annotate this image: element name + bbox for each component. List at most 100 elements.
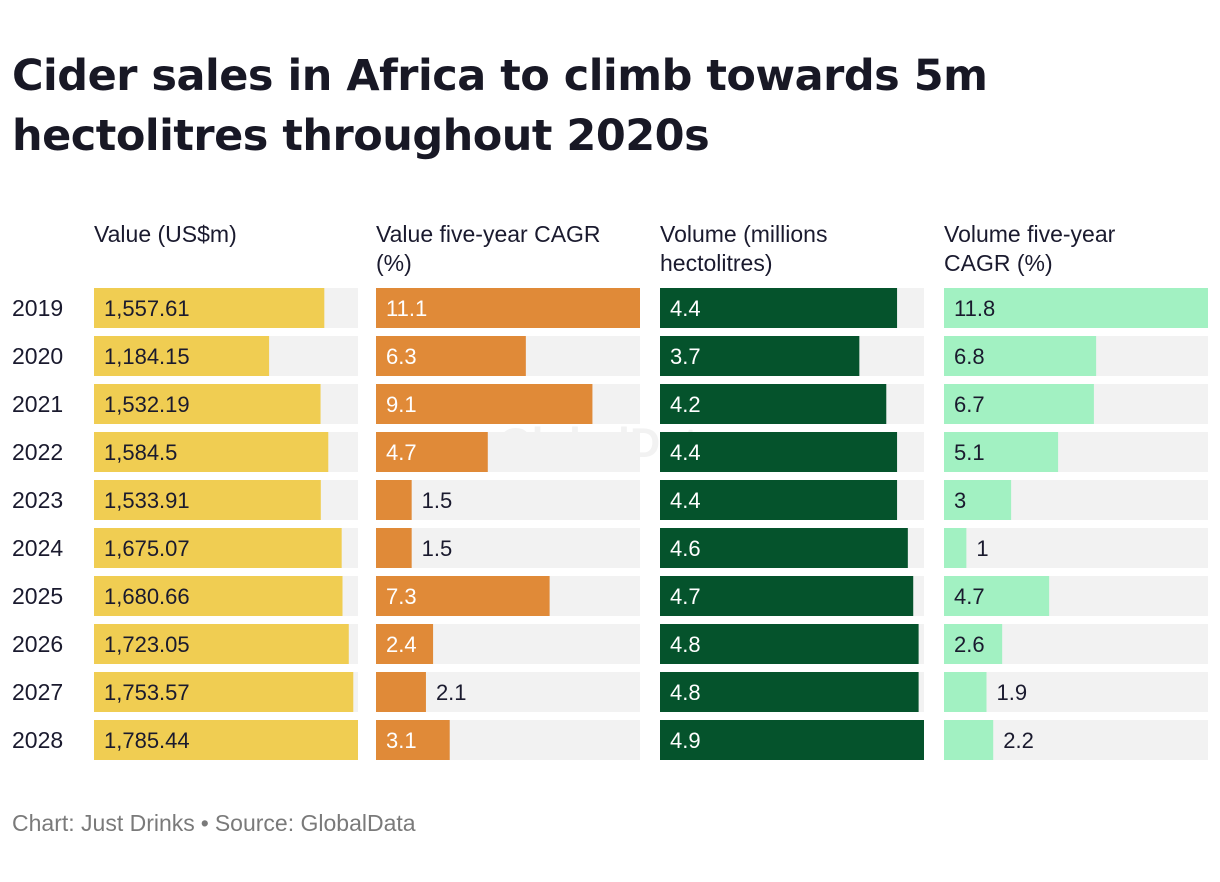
data-label: 1,753.57 [104,680,190,705]
bar [94,720,358,760]
data-label: 6.3 [386,344,417,369]
column-header: hectolitres) [660,250,772,276]
data-label: 4.7 [386,440,417,465]
source-credit: Source: GlobalData [214,810,416,836]
data-label: 1,723.05 [104,632,190,657]
column-header: CAGR (%) [944,250,1053,276]
column-header: Volume five-year [944,221,1116,247]
year-label: 2022 [12,439,63,465]
year-label: 2020 [12,343,63,369]
bar [660,480,898,520]
bar [376,672,426,712]
bar [376,384,593,424]
data-label: 1,675.07 [104,536,190,561]
bar [660,432,898,472]
bar [94,384,321,424]
data-label: 4.7 [670,584,701,609]
bar [660,288,898,328]
bar-track [944,528,1208,568]
bar [376,480,412,520]
bar [944,624,1003,664]
bar [660,576,914,616]
year-label: 2024 [12,535,63,561]
data-label: 4.4 [670,488,701,513]
bar-track [944,672,1208,712]
chart-title: Cider sales in Africa to climb towards 5… [12,51,988,161]
year-label: 2027 [12,679,63,705]
bar [944,480,1012,520]
footer-separator: • [200,810,209,836]
year-label: 2023 [12,487,63,513]
bar [660,624,919,664]
data-label: 4.4 [670,296,701,321]
data-label: 1.5 [422,488,453,513]
bar [944,336,1097,376]
data-label: 4.4 [670,440,701,465]
data-label: 1.5 [422,536,453,561]
bar [94,480,321,520]
data-label: 6.8 [954,344,985,369]
data-label: 4.9 [670,728,701,753]
year-label: 2021 [12,391,63,417]
year-label: 2025 [12,583,63,609]
data-label: 4.8 [670,632,701,657]
data-label: 3.7 [670,344,701,369]
data-label: 2.6 [954,632,985,657]
bar [94,288,325,328]
year-label: 2026 [12,631,63,657]
bar [94,672,354,712]
data-label: 4.6 [670,536,701,561]
data-label: 1,785.44 [104,728,190,753]
bar [944,528,967,568]
year-label: 2028 [12,727,63,753]
data-label: 1,533.91 [104,488,190,513]
data-label: 1,680.66 [104,584,190,609]
bar [944,672,987,712]
bar [376,720,450,760]
bar-table-chart: GlobalData 20192020202120222023202420252… [12,221,1208,760]
data-label: 2.1 [436,680,467,705]
chart-footer: Chart: Just Drinks • Source: GlobalData [12,810,416,837]
bar [376,288,640,328]
year-label: 2019 [12,295,63,321]
data-label: 2.2 [1003,728,1034,753]
data-label: 5.1 [954,440,985,465]
chart-layer: 2019 2020 2021 2022 2023 2024 2025 2026 2027 2028… [12,221,1208,760]
bar [944,432,1059,472]
data-label: 1,532.19 [104,392,190,417]
data-label: 6.7 [954,392,985,417]
bar [376,432,488,472]
data-label: 11.8 [954,296,995,321]
bar [660,720,924,760]
bar [944,384,1094,424]
bar [376,336,526,376]
data-label: 4.2 [670,392,701,417]
column-header: (%) [376,250,412,276]
bar [660,384,887,424]
data-label: 11.1 [386,296,427,321]
bar [944,288,1208,328]
data-label: 1,584.5 [104,440,177,465]
bar [376,624,434,664]
bar [660,336,860,376]
bar [376,576,550,616]
bar [944,576,1050,616]
chart-credit: Chart: Just Drinks [12,810,195,836]
data-label: 1,557.61 [104,296,190,321]
column-header: Value five-year CAGR [376,221,601,247]
bar [94,528,342,568]
bar-track [376,480,640,520]
data-label: 1,184.15 [104,344,190,369]
data-label: 1.9 [997,680,1028,705]
data-label: 3.1 [386,728,417,753]
bar [94,624,349,664]
data-label: 2.4 [386,632,417,657]
bar-track [376,528,640,568]
bar [94,432,329,472]
bar [94,576,343,616]
data-label: 4.8 [670,680,701,705]
bar [94,336,270,376]
column-header: Volume (millions [660,221,827,247]
bar [944,720,994,760]
data-label: 1 [976,536,988,561]
